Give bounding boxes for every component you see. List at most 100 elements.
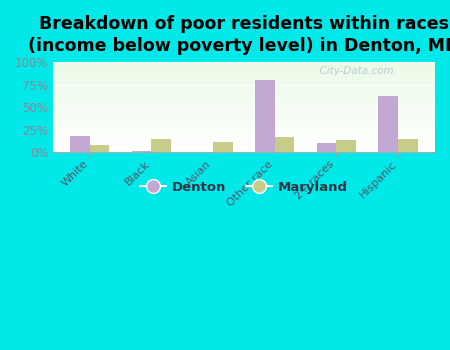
Bar: [274, 136, 294, 152]
Text: City-Data.com: City-Data.com: [313, 66, 393, 76]
Bar: [53, 113, 435, 114]
Bar: [53, 130, 435, 131]
Bar: [53, 139, 435, 140]
Bar: [53, 144, 435, 145]
Bar: [53, 128, 435, 129]
Bar: [53, 125, 435, 126]
Bar: [53, 84, 435, 85]
Bar: [53, 99, 435, 100]
Bar: [53, 88, 435, 89]
Bar: [53, 75, 435, 76]
Bar: [53, 97, 435, 98]
Bar: [90, 145, 109, 152]
Bar: [53, 62, 435, 63]
Bar: [53, 109, 435, 110]
Bar: [53, 90, 435, 91]
Bar: [53, 89, 435, 90]
Bar: [53, 120, 435, 121]
Bar: [53, 110, 435, 111]
Bar: [53, 69, 435, 70]
Bar: [53, 141, 435, 142]
Bar: [53, 71, 435, 72]
Bar: [53, 121, 435, 122]
Bar: [53, 83, 435, 84]
Bar: [53, 67, 435, 68]
Bar: [53, 147, 435, 148]
Bar: [53, 122, 435, 123]
Bar: [53, 134, 435, 135]
Bar: [53, 96, 435, 97]
Bar: [53, 137, 435, 138]
Bar: [53, 149, 435, 150]
Bar: [53, 86, 435, 87]
Bar: [316, 143, 336, 152]
Bar: [131, 151, 151, 152]
Bar: [398, 139, 418, 152]
Bar: [53, 92, 435, 93]
Bar: [53, 70, 435, 71]
Bar: [53, 98, 435, 99]
Legend: Denton, Maryland: Denton, Maryland: [135, 175, 353, 199]
Bar: [53, 151, 435, 152]
Bar: [53, 81, 435, 82]
Bar: [53, 123, 435, 124]
Bar: [53, 142, 435, 143]
Bar: [53, 95, 435, 96]
Bar: [53, 102, 435, 103]
Bar: [53, 65, 435, 66]
Bar: [213, 142, 233, 152]
Bar: [53, 136, 435, 137]
Bar: [53, 85, 435, 86]
Bar: [336, 140, 356, 152]
Title: Breakdown of poor residents within races
(income below poverty level) in Denton,: Breakdown of poor residents within races…: [28, 15, 450, 55]
Bar: [53, 68, 435, 69]
Bar: [53, 119, 435, 120]
Bar: [53, 140, 435, 141]
Bar: [53, 116, 435, 117]
Bar: [53, 133, 435, 134]
Bar: [53, 115, 435, 116]
Bar: [53, 63, 435, 64]
Bar: [53, 135, 435, 136]
Bar: [53, 132, 435, 133]
Bar: [53, 100, 435, 101]
Bar: [70, 136, 90, 152]
Bar: [53, 72, 435, 73]
Bar: [53, 79, 435, 80]
Bar: [53, 64, 435, 65]
Bar: [53, 112, 435, 113]
Bar: [53, 111, 435, 112]
Bar: [53, 106, 435, 107]
Bar: [53, 131, 435, 132]
Bar: [53, 76, 435, 77]
Bar: [53, 117, 435, 118]
Bar: [53, 124, 435, 125]
Bar: [53, 105, 435, 106]
Bar: [151, 139, 171, 152]
Bar: [53, 66, 435, 67]
Bar: [53, 129, 435, 130]
Bar: [53, 126, 435, 127]
Bar: [53, 74, 435, 75]
Bar: [53, 93, 435, 94]
Bar: [53, 150, 435, 151]
Bar: [53, 138, 435, 139]
Bar: [53, 145, 435, 146]
Bar: [53, 107, 435, 108]
Bar: [53, 101, 435, 102]
Bar: [53, 148, 435, 149]
Bar: [53, 103, 435, 104]
Bar: [53, 146, 435, 147]
Bar: [53, 78, 435, 79]
Bar: [53, 82, 435, 83]
Bar: [53, 94, 435, 95]
Bar: [53, 114, 435, 115]
Bar: [53, 127, 435, 128]
Bar: [53, 118, 435, 119]
Bar: [378, 96, 398, 152]
Bar: [53, 77, 435, 78]
Bar: [255, 80, 274, 152]
Bar: [53, 91, 435, 92]
Bar: [53, 80, 435, 81]
Bar: [53, 108, 435, 109]
